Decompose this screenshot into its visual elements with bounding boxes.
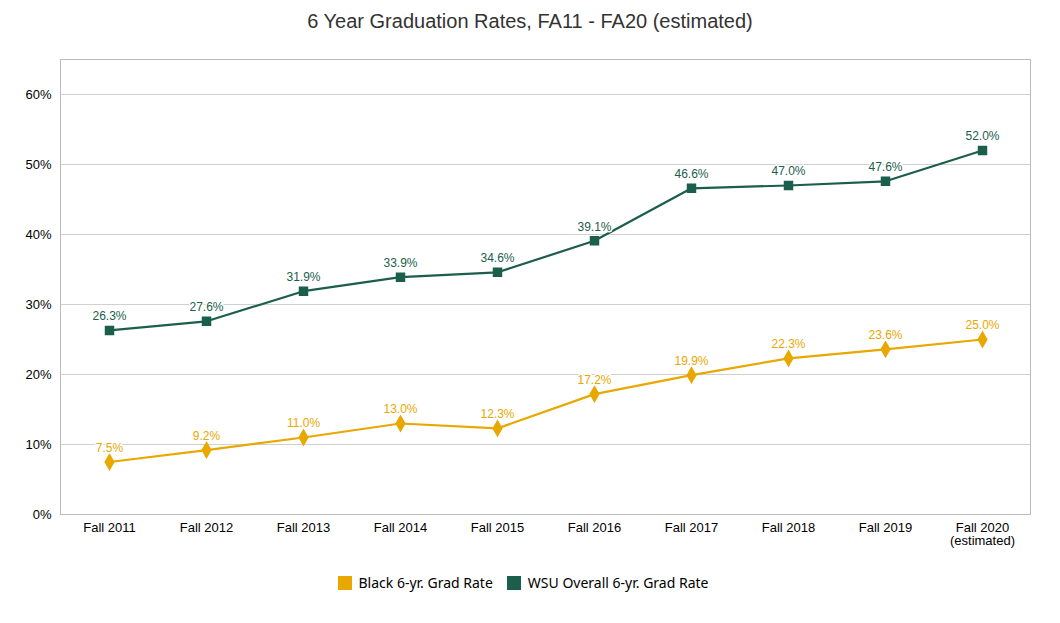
svg-text:Fall 2011: Fall 2011 [83, 520, 136, 535]
svg-text:9.2%: 9.2% [193, 429, 221, 443]
svg-text:Fall 2018: Fall 2018 [762, 520, 815, 535]
svg-text:47.0%: 47.0% [771, 164, 805, 178]
html-text:WSU Overall 6-yr. Grad Rate: WSU Overall 6-yr. Grad Rate [527, 573, 709, 592]
svg-text:40%: 40% [25, 227, 51, 242]
svg-text:17.2%: 17.2% [577, 373, 611, 387]
svg-text:12.3%: 12.3% [480, 407, 514, 421]
svg-text:13.0%: 13.0% [383, 402, 417, 416]
svg-text:60%: 60% [25, 87, 51, 102]
svg-text:52.0%: 52.0% [965, 129, 999, 143]
svg-text:22.3%: 22.3% [771, 337, 805, 351]
svg-text:20%: 20% [25, 367, 51, 382]
svg-text:39.1%: 39.1% [577, 220, 611, 234]
html-text:Black 6-yr. Grad Rate: Black 6-yr. Grad Rate [358, 573, 493, 592]
svg-text:47.6%: 47.6% [868, 160, 902, 174]
svg-text:23.6%: 23.6% [868, 328, 902, 342]
svg-text:50%: 50% [25, 157, 51, 172]
svg-text:31.9%: 31.9% [286, 270, 320, 284]
svg-text:Fall 2015: Fall 2015 [471, 520, 524, 535]
svg-text:Fall 2014: Fall 2014 [374, 520, 427, 535]
svg-text:10%: 10% [25, 437, 51, 452]
svg-text:Fall 2020(estimated): Fall 2020(estimated) [950, 520, 1015, 548]
svg-text:Fall 2019: Fall 2019 [859, 520, 912, 535]
svg-text:30%: 30% [25, 297, 51, 312]
svg-text:Fall 2017: Fall 2017 [665, 520, 718, 535]
svg-text:25.0%: 25.0% [965, 318, 999, 332]
svg-text:19.9%: 19.9% [674, 354, 708, 368]
svg-text:7.5%: 7.5% [96, 441, 124, 455]
svg-text:34.6%: 34.6% [480, 251, 514, 265]
svg-text:0%: 0% [33, 507, 52, 522]
svg-text:46.6%: 46.6% [674, 167, 708, 181]
svg-text:26.3%: 26.3% [92, 309, 126, 323]
html-text:6 Year Graduation Rates, FA11: 6 Year Graduation Rates, FA11 - FA20 (es… [307, 10, 753, 32]
svg-text:27.6%: 27.6% [189, 300, 223, 314]
svg-text:Fall 2016: Fall 2016 [568, 520, 621, 535]
svg-text:Fall 2013: Fall 2013 [277, 520, 330, 535]
svg-text:11.0%: 11.0% [287, 416, 320, 430]
svg-text:33.9%: 33.9% [383, 256, 417, 270]
svg-text:Fall 2012: Fall 2012 [180, 520, 233, 535]
